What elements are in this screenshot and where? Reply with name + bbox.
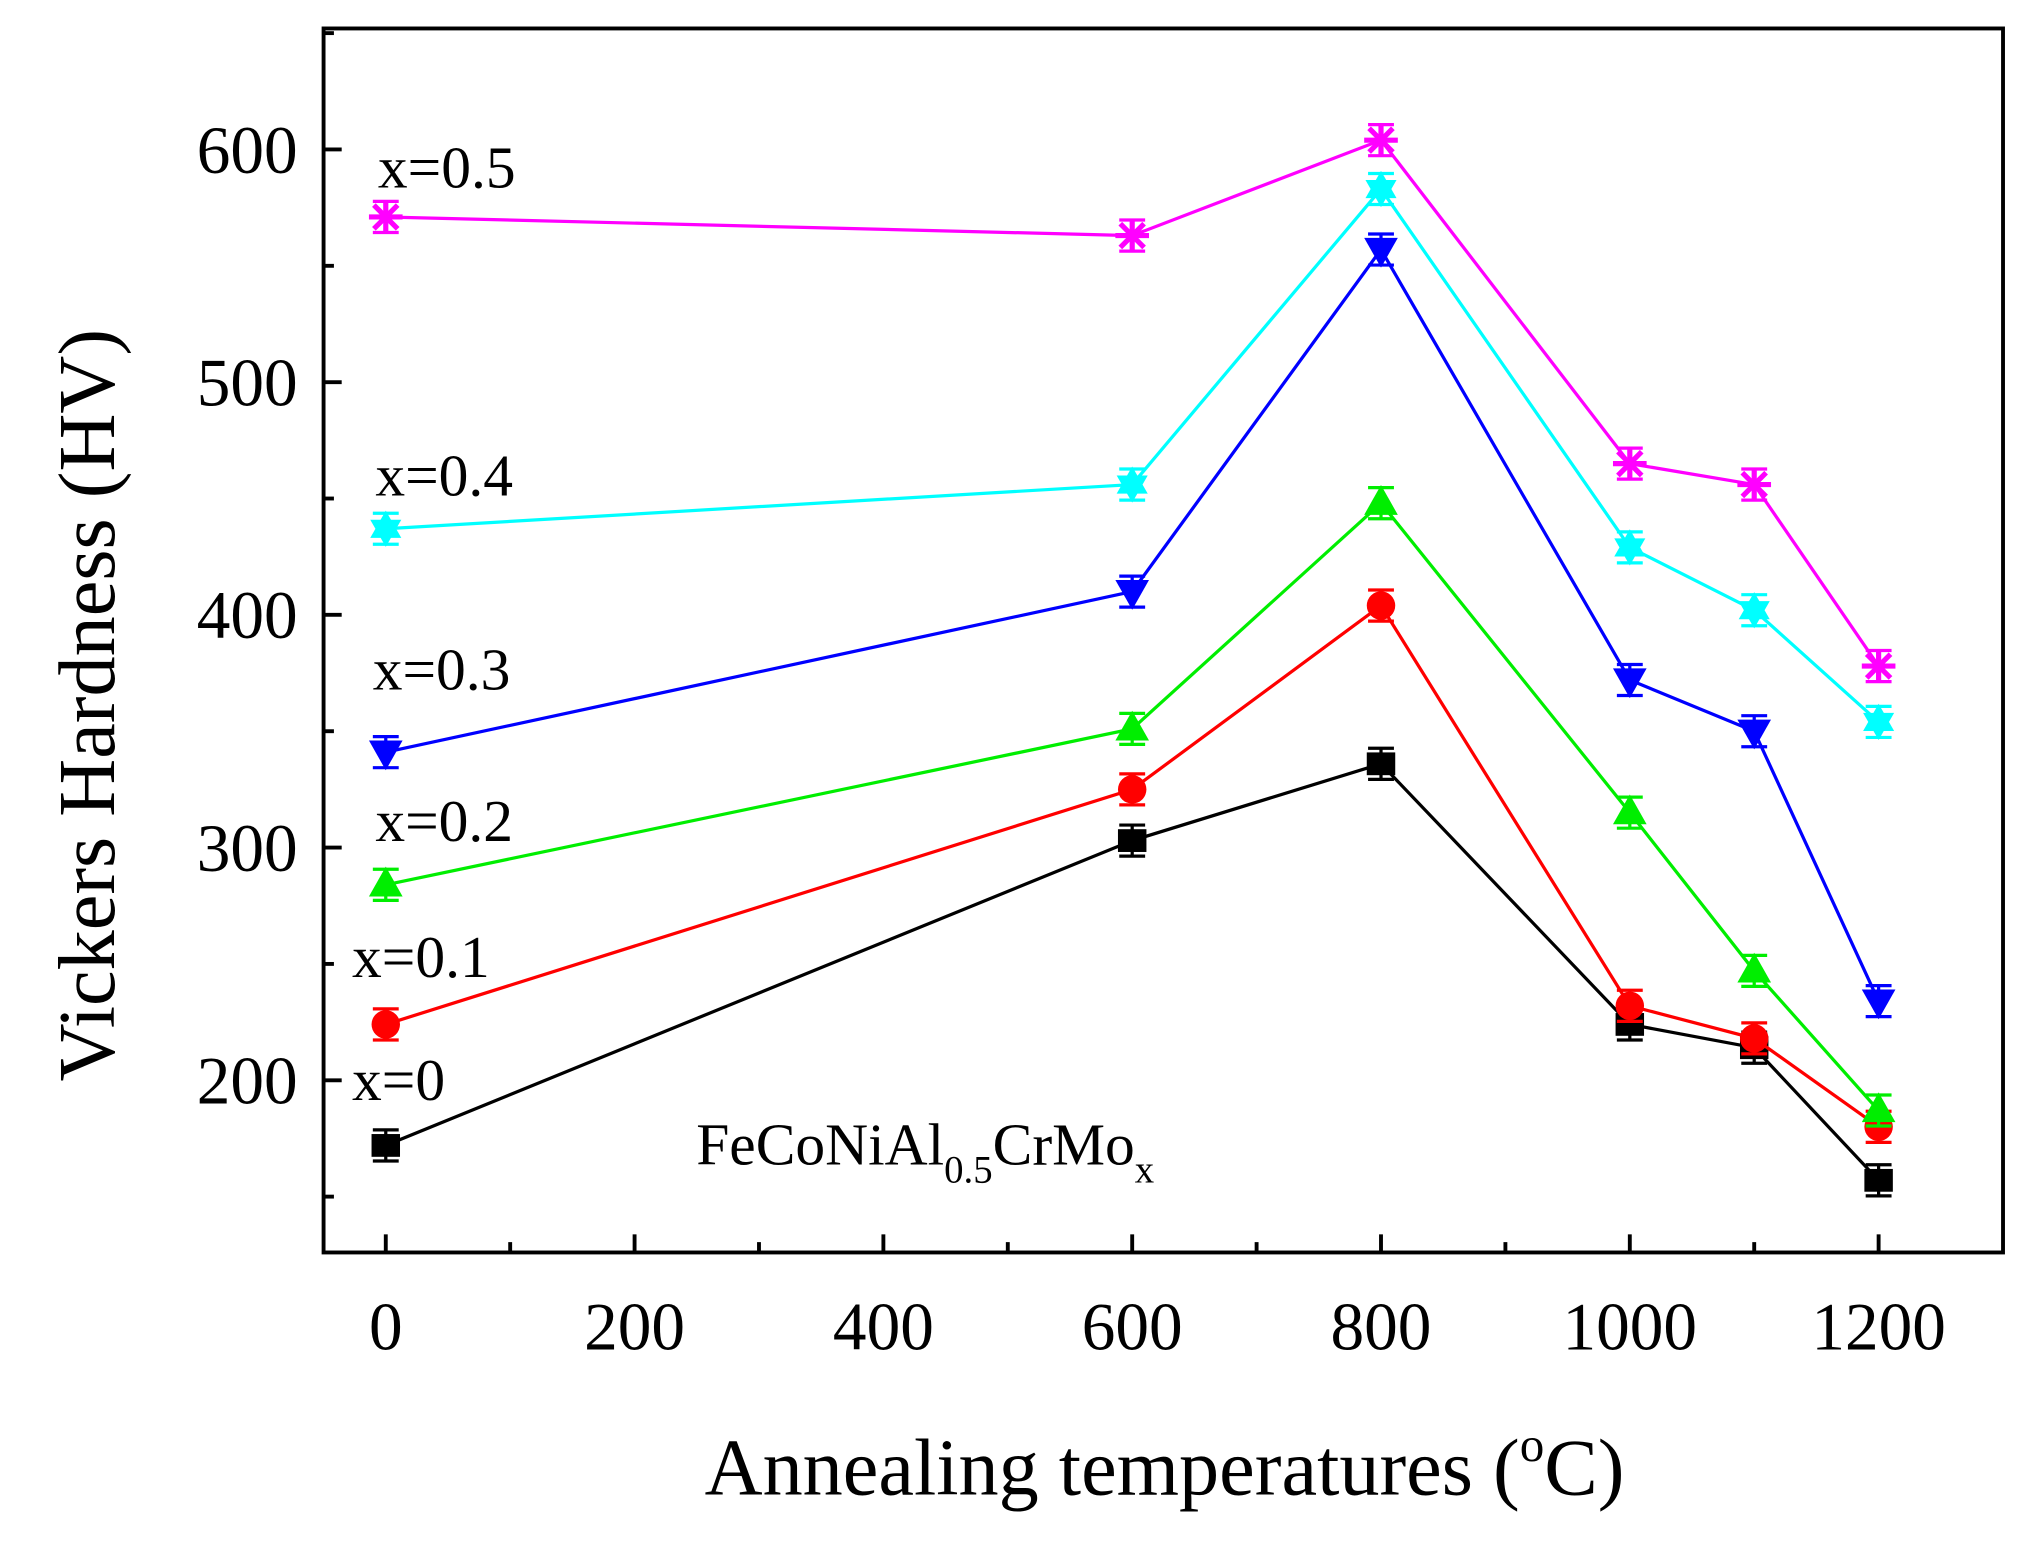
circle-marker: [1366, 591, 1396, 620]
triangle-down-marker: [368, 740, 403, 771]
series-label: x=0: [352, 1047, 445, 1113]
x-tick-label: 0: [369, 1290, 403, 1365]
x-tick-label: 200: [584, 1290, 685, 1365]
triangle-down-marker: [1115, 579, 1150, 610]
star-marker: [1365, 179, 1397, 208]
square-marker: [1366, 752, 1396, 776]
asterisk-marker: [1864, 652, 1893, 680]
asterisk-marker: [1740, 470, 1768, 499]
star-marker: [1738, 601, 1770, 629]
star-marker: [1116, 475, 1148, 503]
triangle-down-marker: [1737, 719, 1772, 750]
series-label: x=0.4: [375, 443, 513, 509]
series-x=0.1: [371, 588, 1893, 1144]
x-tick-label: 800: [1331, 1290, 1432, 1365]
series-x=0.4: [370, 170, 1895, 741]
alloy-annotation: FeCoNiAl0.5CrMox: [696, 1111, 1154, 1191]
x-tick-label: 1200: [1811, 1290, 1946, 1365]
series-label: x=0.3: [373, 637, 511, 703]
triangle-down-marker: [1612, 668, 1647, 699]
series-x=0.3: [368, 232, 1896, 1020]
series-line: [385, 500, 1880, 1112]
star-marker: [1863, 712, 1895, 741]
square-marker: [1615, 1013, 1645, 1036]
x-tick-label: 400: [833, 1290, 934, 1365]
star-marker: [1614, 538, 1646, 566]
series-line: [385, 138, 1880, 667]
y-tick-label: 500: [197, 345, 298, 420]
y-axis-label: Vickers Hardness (HV): [44, 329, 132, 1081]
circle-marker: [1739, 1024, 1769, 1053]
series-label: x=0.2: [375, 788, 513, 854]
x-axis-label-end: C): [1544, 1424, 1624, 1512]
triangle-up-marker: [368, 866, 403, 897]
series-label: x=0.5: [378, 135, 516, 201]
series-label: x=0.1: [352, 924, 490, 990]
plot-frame: [321, 26, 2005, 1255]
circle-marker: [371, 1010, 401, 1039]
x-axis-label: Annealing temperatures (oC): [705, 1417, 1625, 1513]
y-tick-label: 600: [197, 113, 298, 188]
y-tick-label: 200: [197, 1044, 298, 1119]
y-tick-label: 400: [197, 578, 298, 653]
triangle-down-marker: [1861, 989, 1896, 1020]
series-x=0.5: [368, 123, 1896, 684]
asterisk-marker: [372, 203, 400, 231]
square-marker: [371, 1134, 401, 1157]
star-marker: [370, 519, 402, 547]
series-line: [385, 246, 1881, 1002]
asterisk-marker: [1118, 221, 1146, 250]
circle-marker: [1117, 775, 1147, 804]
square-marker: [1117, 829, 1147, 852]
circle-marker: [1615, 991, 1645, 1021]
triangle-up-marker: [1861, 1092, 1896, 1123]
series-x=0: [371, 746, 1893, 1198]
series-line: [385, 603, 1880, 1129]
series-line: [385, 761, 1880, 1182]
x-axis-label-main: Annealing temperatures (: [705, 1424, 1520, 1512]
triangle-up-marker: [1612, 794, 1647, 825]
triangle-down-marker: [1364, 237, 1398, 268]
x-axis-label-sup: o: [1520, 1417, 1545, 1472]
asterisk-marker: [1367, 126, 1395, 154]
square-marker: [1864, 1168, 1893, 1192]
triangle-up-marker: [1115, 710, 1150, 741]
x-tick-label: 600: [1082, 1290, 1183, 1365]
series-line: [385, 186, 1880, 724]
y-tick-label: 300: [197, 811, 298, 886]
series-x=0.2: [368, 485, 1896, 1128]
x-tick-label: 1000: [1563, 1290, 1698, 1365]
triangle-up-marker: [1737, 952, 1772, 983]
triangle-up-marker: [1364, 485, 1398, 515]
asterisk-marker: [1616, 449, 1644, 478]
